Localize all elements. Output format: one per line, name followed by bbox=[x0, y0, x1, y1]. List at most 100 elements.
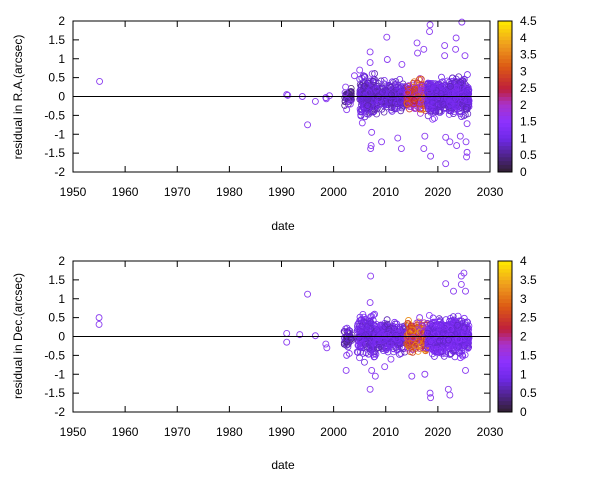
data-point bbox=[283, 338, 291, 346]
data-point bbox=[374, 324, 382, 331]
data-point bbox=[304, 121, 312, 129]
colorbar-band bbox=[498, 325, 512, 330]
data-point bbox=[342, 367, 350, 374]
colorbar-band bbox=[498, 58, 512, 64]
colorbar-tick-label: 3 bbox=[520, 64, 527, 78]
colorbar-tick-label: 2.5 bbox=[520, 81, 537, 95]
data-point bbox=[397, 97, 404, 104]
colorbar-band bbox=[498, 81, 512, 86]
colorbar: 0 0.5 1 1.5 2 2.5 3 3.5 4 4.5 bbox=[497, 14, 537, 179]
colorbar-band bbox=[498, 389, 512, 394]
x-tick-label: 2020 bbox=[425, 185, 452, 199]
data-point bbox=[387, 83, 395, 91]
data-point bbox=[383, 316, 391, 324]
y-tick-label: 0.5 bbox=[48, 71, 65, 85]
data-point bbox=[283, 330, 291, 337]
data-point bbox=[368, 128, 376, 136]
data-point bbox=[420, 45, 428, 53]
data-point bbox=[351, 72, 358, 80]
data-point bbox=[438, 346, 446, 354]
data-point bbox=[345, 334, 353, 342]
data-point bbox=[366, 48, 374, 56]
data-point bbox=[359, 72, 367, 80]
data-point bbox=[378, 138, 386, 146]
data-point bbox=[439, 337, 447, 345]
data-point bbox=[433, 349, 441, 357]
data-point bbox=[431, 114, 438, 122]
colorbar-band bbox=[498, 370, 512, 375]
data-point bbox=[457, 79, 465, 86]
data-point bbox=[462, 105, 470, 113]
colorbar-band bbox=[498, 317, 512, 322]
colorbar-band bbox=[498, 145, 512, 150]
data-point bbox=[366, 317, 374, 325]
colorbar-band bbox=[498, 130, 512, 135]
data-point bbox=[445, 99, 453, 107]
data-point bbox=[358, 119, 366, 127]
data-point bbox=[366, 385, 374, 393]
colorbar-tick-label: 0 bbox=[520, 405, 527, 419]
data-point bbox=[416, 314, 424, 322]
data-point bbox=[430, 101, 438, 108]
colorbar: 0 0.5 1 1.5 2 2.5 3 3.5 4 bbox=[497, 254, 537, 419]
colorbar-tick-label: 4 bbox=[520, 254, 527, 268]
colorbar-tick-label: 1 bbox=[520, 367, 527, 381]
data-point bbox=[394, 82, 402, 90]
data-point bbox=[345, 338, 353, 346]
data-point bbox=[454, 84, 462, 92]
data-point bbox=[421, 132, 429, 140]
data-point bbox=[428, 83, 436, 91]
data-point bbox=[441, 52, 449, 60]
colorbar-band bbox=[498, 272, 512, 277]
y-tick-label: -1 bbox=[54, 127, 65, 141]
colorbar-band bbox=[498, 47, 512, 52]
colorbar-band bbox=[498, 126, 512, 131]
data-point bbox=[365, 110, 373, 118]
data-point bbox=[95, 320, 103, 328]
data-point bbox=[445, 96, 453, 104]
data-point bbox=[416, 105, 424, 113]
colorbar-band bbox=[498, 404, 512, 409]
colorbar-band bbox=[498, 119, 512, 124]
data-point bbox=[375, 344, 383, 351]
x-tick-label: 2000 bbox=[320, 185, 347, 199]
data-point bbox=[441, 87, 449, 95]
colorbar-band bbox=[498, 336, 512, 341]
data-point bbox=[373, 320, 380, 328]
colorbar-band bbox=[498, 287, 512, 292]
data-point bbox=[358, 319, 365, 327]
colorbar-band bbox=[498, 294, 512, 300]
data-point bbox=[409, 348, 417, 356]
data-point bbox=[345, 350, 353, 357]
data-point bbox=[429, 115, 437, 123]
data-point bbox=[446, 317, 453, 325]
data-point bbox=[415, 76, 423, 84]
colorbar-band bbox=[498, 156, 512, 162]
data-point bbox=[408, 372, 416, 380]
data-point bbox=[446, 100, 454, 108]
data-point bbox=[403, 340, 411, 348]
colorbar-band bbox=[498, 92, 512, 97]
colorbar-band bbox=[498, 141, 512, 147]
colorbar-frame bbox=[497, 260, 513, 413]
data-point bbox=[412, 341, 420, 349]
colorbar-tick-label: 3.5 bbox=[520, 273, 537, 287]
data-point bbox=[411, 92, 419, 100]
data-point bbox=[354, 341, 362, 349]
y-tick-label: -0.5 bbox=[44, 348, 65, 362]
x-tick-label: 2030 bbox=[477, 185, 504, 199]
data-point bbox=[426, 89, 434, 97]
data-point bbox=[447, 350, 455, 357]
data-point bbox=[397, 145, 405, 153]
data-point bbox=[368, 70, 376, 78]
colorbar-band bbox=[498, 66, 512, 71]
data-point bbox=[463, 148, 471, 156]
y-tick-label: -1.5 bbox=[44, 386, 65, 400]
data-point bbox=[373, 82, 381, 90]
data-point bbox=[450, 320, 458, 327]
data-point bbox=[457, 92, 465, 99]
data-point bbox=[461, 52, 469, 60]
data-point bbox=[461, 324, 469, 332]
data-point bbox=[452, 34, 460, 42]
colorbar-band bbox=[498, 351, 512, 356]
